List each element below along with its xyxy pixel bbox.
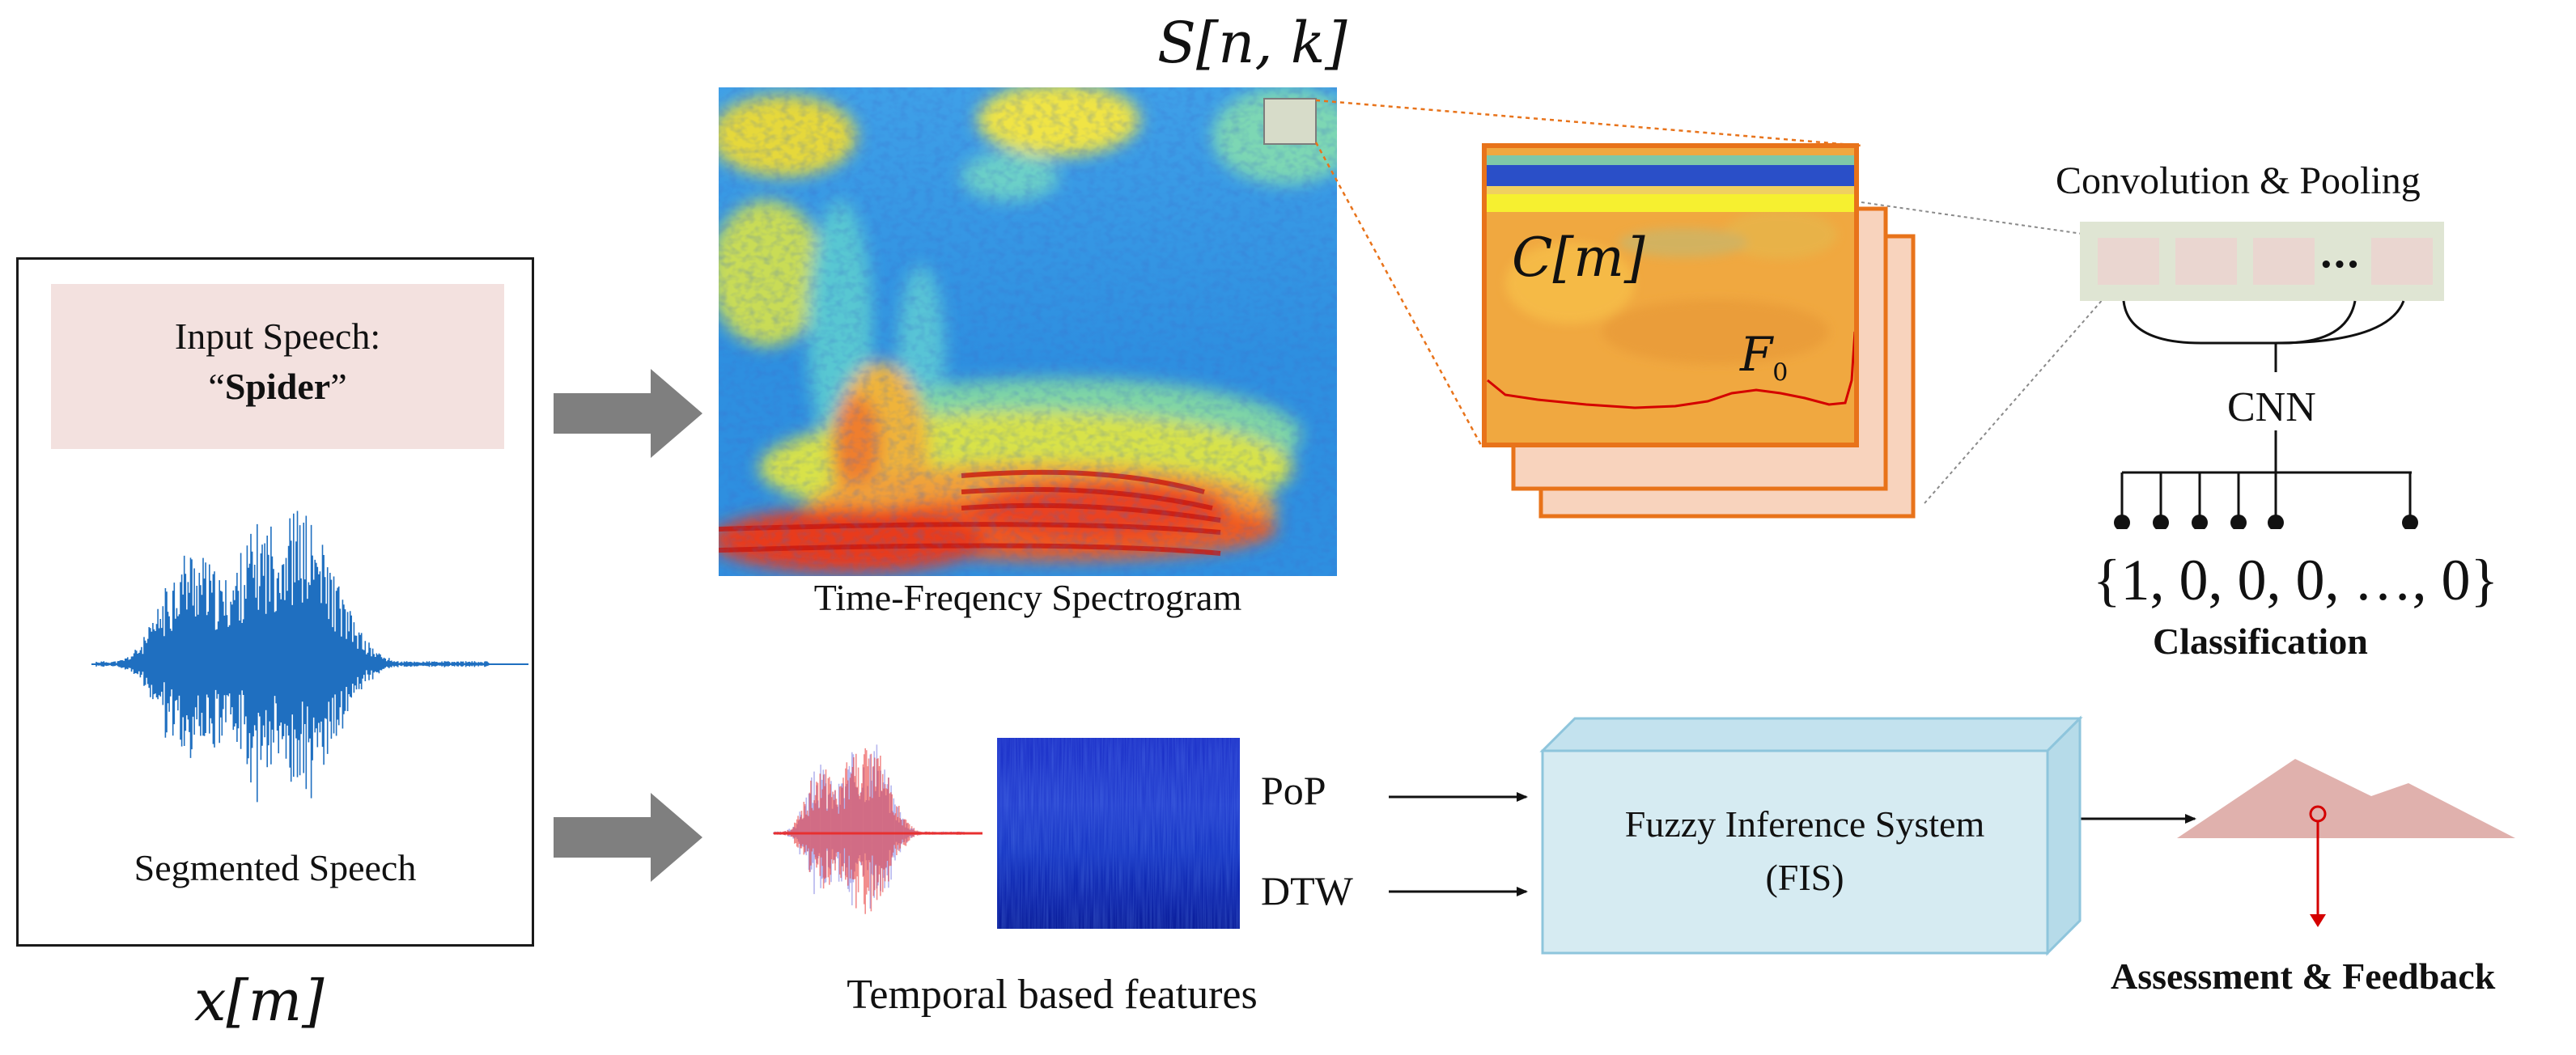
- input-speech-word: “Spider”: [208, 366, 347, 407]
- cnn-label: CNN: [2227, 384, 2316, 430]
- temporal-features-caption: Temporal based features: [847, 972, 1258, 1018]
- spectrogram-image: [719, 87, 1337, 576]
- input-speech-title: Input Speech:: [174, 316, 381, 357]
- spectrogram-symbol-s-n-k: S[n, k]: [1157, 10, 1347, 76]
- classification-label: Classification: [2153, 621, 2368, 662]
- input-speech-panel: Input Speech: “Spider” Segmented Speech: [16, 257, 534, 947]
- feature-symbol-c-m: C[m]: [1512, 227, 1645, 289]
- feature-map-stack: [1482, 143, 1916, 519]
- fis-label-line-1: Fuzzy Inference System: [1624, 803, 1985, 845]
- assessment-feedback-graphic: [2177, 759, 2515, 927]
- signal-symbol-x-m: x[m]: [194, 968, 325, 1034]
- convolution-pooling-label: Convolution & Pooling: [2056, 159, 2421, 202]
- dtw-matrix-image: [997, 738, 1240, 929]
- speech-waveform: [91, 511, 528, 803]
- input-speech-label-box: Input Speech: “Spider”: [51, 284, 504, 449]
- fis-label-line-2: (FIS): [1765, 857, 1844, 898]
- pop-feature-label: PoP: [1261, 768, 1326, 813]
- cnn-ellipsis: •••: [2319, 253, 2360, 278]
- classification-output-vector: {1, 0, 0, 0, …, 0}: [2093, 548, 2499, 612]
- arrow-to-temporal-features: [554, 793, 702, 882]
- feature-map-front: [1482, 143, 1859, 447]
- spectrogram-caption: Time-Freqency Spectrogram: [813, 577, 1242, 618]
- assessment-feedback-label: Assessment & Feedback: [2111, 955, 2496, 997]
- pitch-symbol-f0: F0: [1740, 327, 1789, 388]
- dtw-feature-label: DTW: [1261, 868, 1353, 913]
- cnn-block: •••: [2080, 222, 2444, 529]
- pitch-contour-f0: [1487, 331, 1857, 409]
- fis-box: [1539, 715, 2083, 956]
- temporal-waveform-overlay: [773, 744, 982, 914]
- arrow-to-spectrogram: [554, 369, 702, 458]
- segmented-speech-label: Segmented Speech: [134, 847, 417, 888]
